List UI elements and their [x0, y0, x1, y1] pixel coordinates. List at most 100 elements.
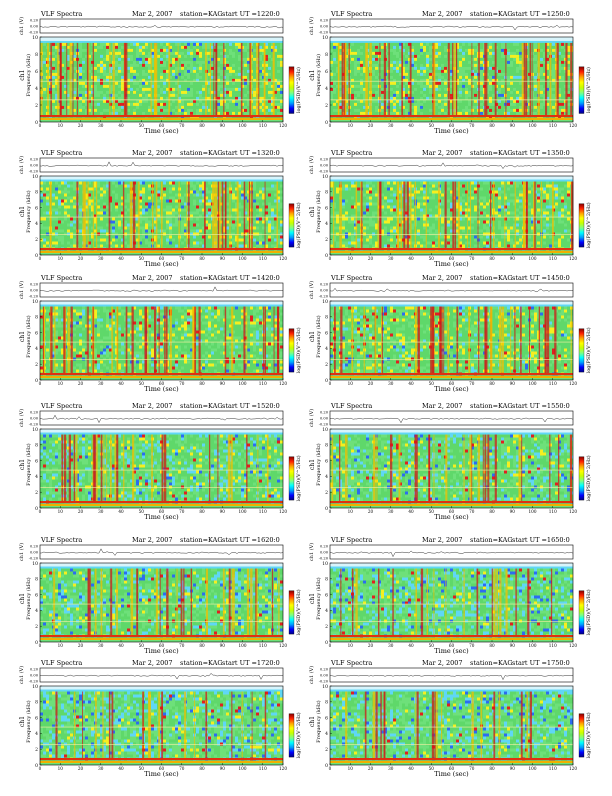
spectrogram-cell [519, 97, 522, 100]
spectrogram-cell [516, 97, 519, 100]
spectrogram-cell [489, 100, 492, 103]
spectrogram-cell [438, 64, 441, 67]
spectrogram-cell [58, 224, 61, 227]
spectrogram-cell [139, 58, 142, 61]
spectrogram-cell [369, 185, 372, 188]
spectrogram-cell [330, 182, 333, 185]
spectrogram-cell [510, 73, 513, 76]
spectrogram-cell [199, 221, 202, 224]
spectrogram-cell [354, 94, 357, 97]
spectrogram-cell [40, 239, 43, 242]
spectrogram-cell [112, 194, 115, 197]
spectrogram-cell [52, 49, 55, 52]
spectrogram-cell [351, 46, 354, 49]
spectrogram-cell [423, 58, 426, 61]
spectrogram-cell [417, 85, 420, 88]
spectrogram-cell [426, 106, 429, 109]
spectrogram-cell [513, 94, 516, 97]
spectrogram-cell [79, 82, 82, 85]
y-tick-label: 6 [35, 205, 38, 211]
spectrogram-cell [67, 239, 70, 242]
spectrogram-cell [166, 188, 169, 191]
spectrogram-cell [184, 112, 187, 115]
spectrogram-cell [70, 200, 73, 203]
spectrogram-cell [157, 43, 160, 46]
spectrogram-cell [492, 43, 495, 46]
spectrogram-cell [124, 203, 127, 206]
spectrogram-cell [61, 224, 64, 227]
spectrogram-cell [67, 212, 70, 215]
spectrogram-cell [253, 197, 256, 200]
spectrogram-cell [540, 43, 543, 46]
spectrogram-cell [196, 43, 199, 46]
spectrogram-cell [561, 49, 564, 52]
spectrogram-cell [552, 85, 555, 88]
spectrogram-cell [46, 203, 49, 206]
spectrogram-cell [196, 203, 199, 206]
spectrogram-cell [229, 46, 232, 49]
spectrogram-cell [513, 76, 516, 79]
spectrogram-cell [259, 218, 262, 221]
spectrogram-cell [181, 46, 184, 49]
spectrogram-cell [121, 76, 124, 79]
spectrogram-cell [244, 82, 247, 85]
spectrogram-cell [555, 182, 558, 185]
spectrogram-cell [516, 109, 519, 112]
x-tick-label: 20 [78, 123, 84, 128]
spectrogram-cell [133, 106, 136, 109]
sferic-stripe [214, 182, 216, 249]
spectrogram-cell [268, 233, 271, 236]
spectrogram-cell [112, 227, 115, 230]
spectrogram-cell [268, 43, 271, 46]
spectrogram-cell [277, 82, 280, 85]
spectrogram-cell [43, 236, 46, 239]
spectrogram-cell [172, 49, 175, 52]
spectrogram-cell [360, 103, 363, 106]
spectrogram-cell [393, 197, 396, 200]
spectrogram-cell [118, 209, 121, 212]
spectrogram-cell [136, 67, 139, 70]
spectrogram-cell [438, 61, 441, 64]
spectrogram-cell [232, 73, 235, 76]
spectrogram-cell [543, 188, 546, 191]
panel-date: Mar 2, 2007 [422, 149, 463, 157]
spectrogram-cell [118, 88, 121, 91]
spectrogram-cell [163, 182, 166, 185]
spectrogram-cell [175, 49, 178, 52]
spectrogram-cell [100, 67, 103, 70]
spectrogram-cell [163, 58, 166, 61]
spectrogram-cell [277, 97, 280, 100]
spectrogram-cell [100, 55, 103, 58]
spectrogram-cell [133, 85, 136, 88]
spectrogram-cell [55, 224, 58, 227]
spectrogram-cell [217, 64, 220, 67]
spectrogram-cell [280, 64, 283, 67]
spectrogram-cell [268, 67, 271, 70]
spectrogram-cell [381, 85, 384, 88]
spectrogram-cell [471, 97, 474, 100]
spectrogram-cell [145, 76, 148, 79]
spectrogram-cell [190, 76, 193, 79]
spectrogram-cell [157, 64, 160, 67]
spectrogram-cell [462, 97, 465, 100]
spectrogram-cell [106, 88, 109, 91]
spectrogram-cell [390, 185, 393, 188]
spectrogram-cell [193, 242, 196, 245]
spectrogram-cell [501, 58, 504, 61]
spectrogram-cell [462, 100, 465, 103]
spectrogram-cell [435, 100, 438, 103]
spectrogram-cell [561, 61, 564, 64]
spectrogram-cell [540, 76, 543, 79]
spectrogram-cell [115, 182, 118, 185]
x-tick-label: 0 [39, 256, 42, 261]
spectrogram-cell [384, 188, 387, 191]
spectrogram-cell [145, 58, 148, 61]
spectrogram-cell [393, 182, 396, 185]
spectrogram-cell [417, 52, 420, 55]
spectrogram-cell [351, 182, 354, 185]
sferic-stripe [251, 182, 252, 249]
spectrogram-cell [516, 91, 519, 94]
voltage-tick-label: 0.20 [30, 158, 39, 162]
spectrogram-cell [459, 64, 462, 67]
spectrogram-cell [444, 61, 447, 64]
